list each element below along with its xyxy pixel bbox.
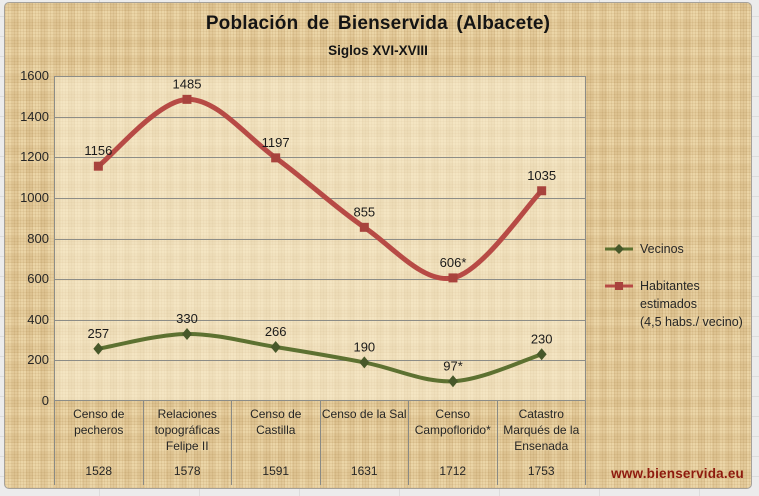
data-point-marker (182, 94, 192, 104)
category-year: 1712 (439, 464, 467, 478)
category-year: 1528 (85, 464, 113, 478)
category-year: 1753 (527, 464, 555, 478)
legend-marker-diamond-icon (605, 244, 633, 254)
data-label: 97* (443, 358, 463, 373)
category-name-line: pecheros (74, 423, 124, 437)
chart-subtitle: Siglos XVI-XVIII (328, 43, 428, 58)
data-point-marker (448, 273, 458, 283)
x-axis-category: Censo de pecheros 1528 (54, 401, 143, 485)
y-axis-tick-label: 0 (41, 393, 49, 408)
category-year: 1578 (173, 464, 201, 478)
data-point-marker (448, 375, 458, 388)
y-axis-tick-label: 1600 (20, 68, 49, 83)
data-label: 1485 (173, 76, 202, 91)
chart-canvas: 257 330 266 190 97* 230 1156 1485 1197 855 606* 103… (54, 76, 586, 402)
category-name-line: Felipe II (165, 439, 209, 453)
category-name-line: Relaciones (157, 407, 217, 421)
data-label: 855 (353, 204, 375, 219)
y-axis-tick-label: 800 (27, 230, 49, 246)
category-name-line: Marqués de la (503, 423, 580, 437)
data-point-marker (359, 222, 369, 232)
category-name-line: Censo (435, 407, 471, 421)
data-point-marker (93, 342, 104, 355)
x-axis-category: Censo de la Sal 1631 (319, 401, 409, 485)
legend-entry: Vecinos (605, 240, 684, 258)
plot-border (54, 76, 586, 401)
category-name-line: topográficas (154, 423, 220, 437)
y-axis-tick-label: 400 (27, 311, 49, 327)
data-label: 606* (440, 255, 467, 270)
y-axis-tick-label: 1200 (20, 149, 49, 165)
chart-frame: Población de Bienservida (Albacete) Sigl… (4, 2, 752, 489)
data-label: 266 (265, 324, 287, 339)
legend-label: Habitantes estimados (4,5 habs./ vecino) (640, 279, 743, 329)
y-axis-tick-label: 200 (27, 352, 49, 368)
category-year: 1631 (350, 464, 378, 478)
legend-label: Vecinos (640, 242, 684, 256)
watermark-url: www.bienservida.eu (611, 466, 744, 481)
category-name-line: Censo de (250, 407, 302, 421)
x-axis-category: Censo Campoflorido* 1712 (408, 401, 497, 485)
data-point-marker (182, 327, 192, 340)
category-name-line: Campoflorido* (414, 423, 491, 437)
x-axis: Censo de pecheros 1528 Relaciones topográfic… (54, 401, 586, 485)
data-point-marker (359, 356, 370, 369)
data-label: 190 (353, 339, 375, 354)
plot-area: 257 330 266 190 97* 230 1156 1485 1197 855 606* 103… (54, 76, 586, 402)
data-point-marker (271, 153, 281, 163)
y-axis-tick-label: 600 (27, 271, 49, 287)
category-year: 1591 (262, 464, 290, 478)
x-axis-category: Catastro Marqués de la Ensenada 1753 (496, 401, 586, 485)
data-point-marker (270, 340, 281, 353)
data-point-marker (536, 348, 547, 361)
data-label: 230 (531, 331, 553, 346)
chart-title: Población de Bienservida (Albacete) (205, 13, 551, 34)
legend-entry: Habitantes estimados (4,5 habs./ vecino) (605, 277, 751, 331)
category-name-line: Censo de la Sal (321, 407, 407, 421)
x-axis-category: Relaciones topográficas Felipe II 1578 (142, 401, 232, 485)
category-name-line: Censo de (73, 407, 125, 421)
category-name-line: Catastro (518, 407, 564, 421)
data-point-marker (93, 161, 103, 171)
category-name-line: Castilla (256, 423, 296, 437)
y-axis-tick-label: 1000 (20, 189, 49, 205)
series-line-vecinos (96, 331, 544, 384)
data-label: 1156 (84, 143, 112, 158)
category-name-line: Ensenada (514, 439, 569, 453)
data-label: 330 (176, 311, 198, 326)
data-label: 1197 (262, 135, 290, 150)
legend-marker-square-icon (605, 282, 633, 290)
series-line-habitantes (95, 96, 545, 282)
data-point-marker (537, 186, 547, 196)
data-label: 257 (87, 326, 109, 341)
x-axis-category: Censo de Castilla 1591 (231, 401, 320, 485)
y-axis: 0 200 400 600 800 1000 1200 1400 1600 (5, 3, 49, 488)
y-axis-tick-label: 1400 (20, 108, 49, 124)
data-label: 1035 (527, 168, 556, 183)
